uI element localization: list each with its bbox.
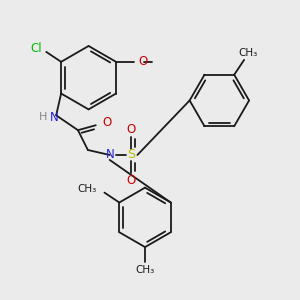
Text: CH₃: CH₃: [77, 184, 97, 194]
Text: CH₃: CH₃: [135, 265, 155, 275]
Text: S: S: [128, 148, 136, 161]
Text: O: O: [127, 174, 136, 187]
Text: O: O: [103, 116, 112, 129]
Text: O: O: [139, 55, 148, 68]
Text: N: N: [50, 111, 58, 124]
Text: Cl: Cl: [31, 42, 42, 56]
Text: O: O: [127, 123, 136, 136]
Text: CH₃: CH₃: [238, 48, 258, 58]
Text: N: N: [106, 148, 115, 161]
Text: H: H: [39, 112, 47, 122]
